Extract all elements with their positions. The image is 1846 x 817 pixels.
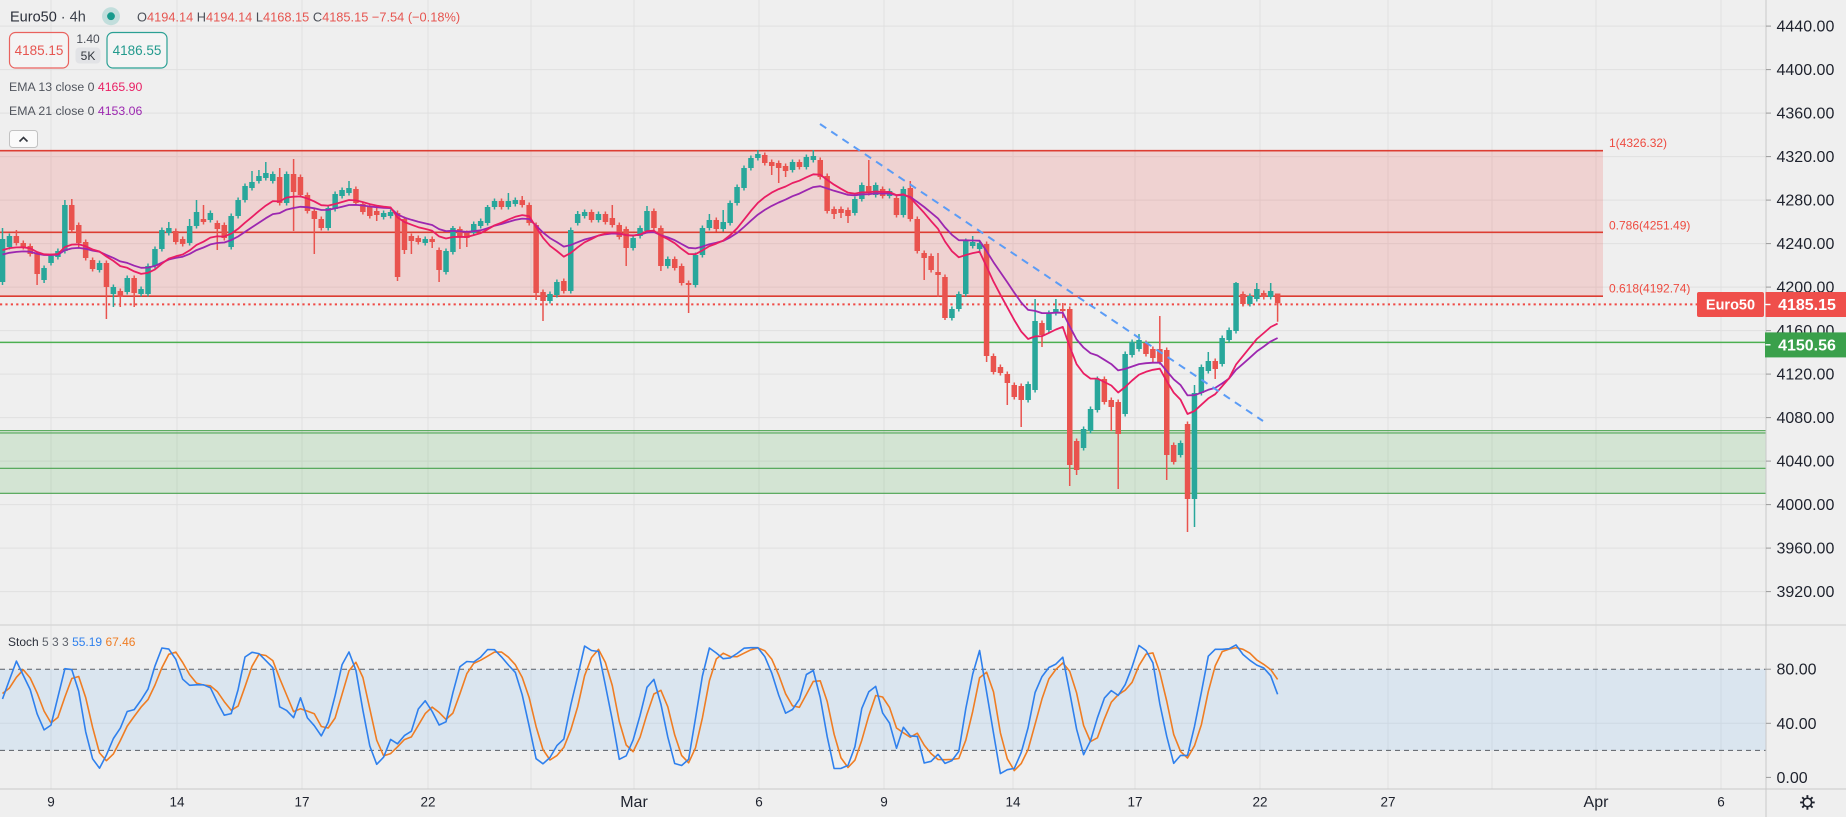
svg-text:EMA 21 close 0 4153.06: EMA 21 close 0 4153.06: [9, 104, 142, 118]
svg-text:4120.00: 4120.00: [1777, 367, 1835, 384]
svg-text:4440.00: 4440.00: [1777, 19, 1835, 36]
svg-text:4040.00: 4040.00: [1777, 454, 1835, 471]
svg-text:14: 14: [169, 795, 185, 810]
svg-text:27: 27: [1380, 795, 1395, 810]
svg-text:4400.00: 4400.00: [1777, 62, 1835, 79]
svg-text:40.00: 40.00: [1777, 716, 1817, 733]
svg-text:Stoch 5 3 3 55.19 67.46: Stoch 5 3 3 55.19 67.46: [8, 635, 136, 649]
svg-text:0.618(4192.74): 0.618(4192.74): [1609, 282, 1690, 296]
svg-text:4240.00: 4240.00: [1777, 236, 1835, 253]
svg-text:EMA 13 close 0 4165.90: EMA 13 close 0 4165.90: [9, 80, 142, 94]
svg-text:Euro50: Euro50: [1706, 298, 1755, 314]
svg-text:3920.00: 3920.00: [1777, 584, 1835, 601]
svg-text:6: 6: [1717, 795, 1725, 810]
svg-text:9: 9: [880, 795, 888, 810]
svg-text:Mar: Mar: [620, 794, 648, 811]
svg-text:4185.15: 4185.15: [15, 43, 64, 58]
svg-text:1(4326.32): 1(4326.32): [1609, 136, 1667, 150]
svg-text:22: 22: [420, 795, 435, 810]
svg-text:0.786(4251.49): 0.786(4251.49): [1609, 219, 1690, 233]
svg-text:17: 17: [1127, 795, 1142, 810]
svg-text:4360.00: 4360.00: [1777, 106, 1835, 123]
svg-text:22: 22: [1252, 795, 1267, 810]
svg-text:4280.00: 4280.00: [1777, 193, 1835, 210]
svg-text:Apr: Apr: [1584, 794, 1610, 811]
svg-text:4150.56: 4150.56: [1778, 337, 1836, 354]
svg-text:4320.00: 4320.00: [1777, 149, 1835, 166]
svg-text:4185.15: 4185.15: [1778, 297, 1836, 314]
svg-text:9: 9: [47, 795, 55, 810]
svg-text:4186.55: 4186.55: [113, 43, 162, 58]
svg-text:5K: 5K: [81, 49, 96, 63]
svg-text:3960.00: 3960.00: [1777, 541, 1835, 558]
svg-text:0.00: 0.00: [1777, 770, 1808, 787]
svg-text:6: 6: [755, 795, 763, 810]
svg-text:4000.00: 4000.00: [1777, 497, 1835, 514]
svg-text:Euro50 · 4h: Euro50 · 4h: [10, 10, 86, 26]
svg-text:14: 14: [1005, 795, 1021, 810]
svg-text:4080.00: 4080.00: [1777, 410, 1835, 427]
svg-text:17: 17: [294, 795, 309, 810]
svg-text:1.40: 1.40: [76, 32, 100, 46]
svg-text:O4194.14 H4194.14 L4168.15 C41: O4194.14 H4194.14 L4168.15 C4185.15 −7.5…: [137, 9, 460, 24]
svg-text:80.00: 80.00: [1777, 662, 1817, 679]
